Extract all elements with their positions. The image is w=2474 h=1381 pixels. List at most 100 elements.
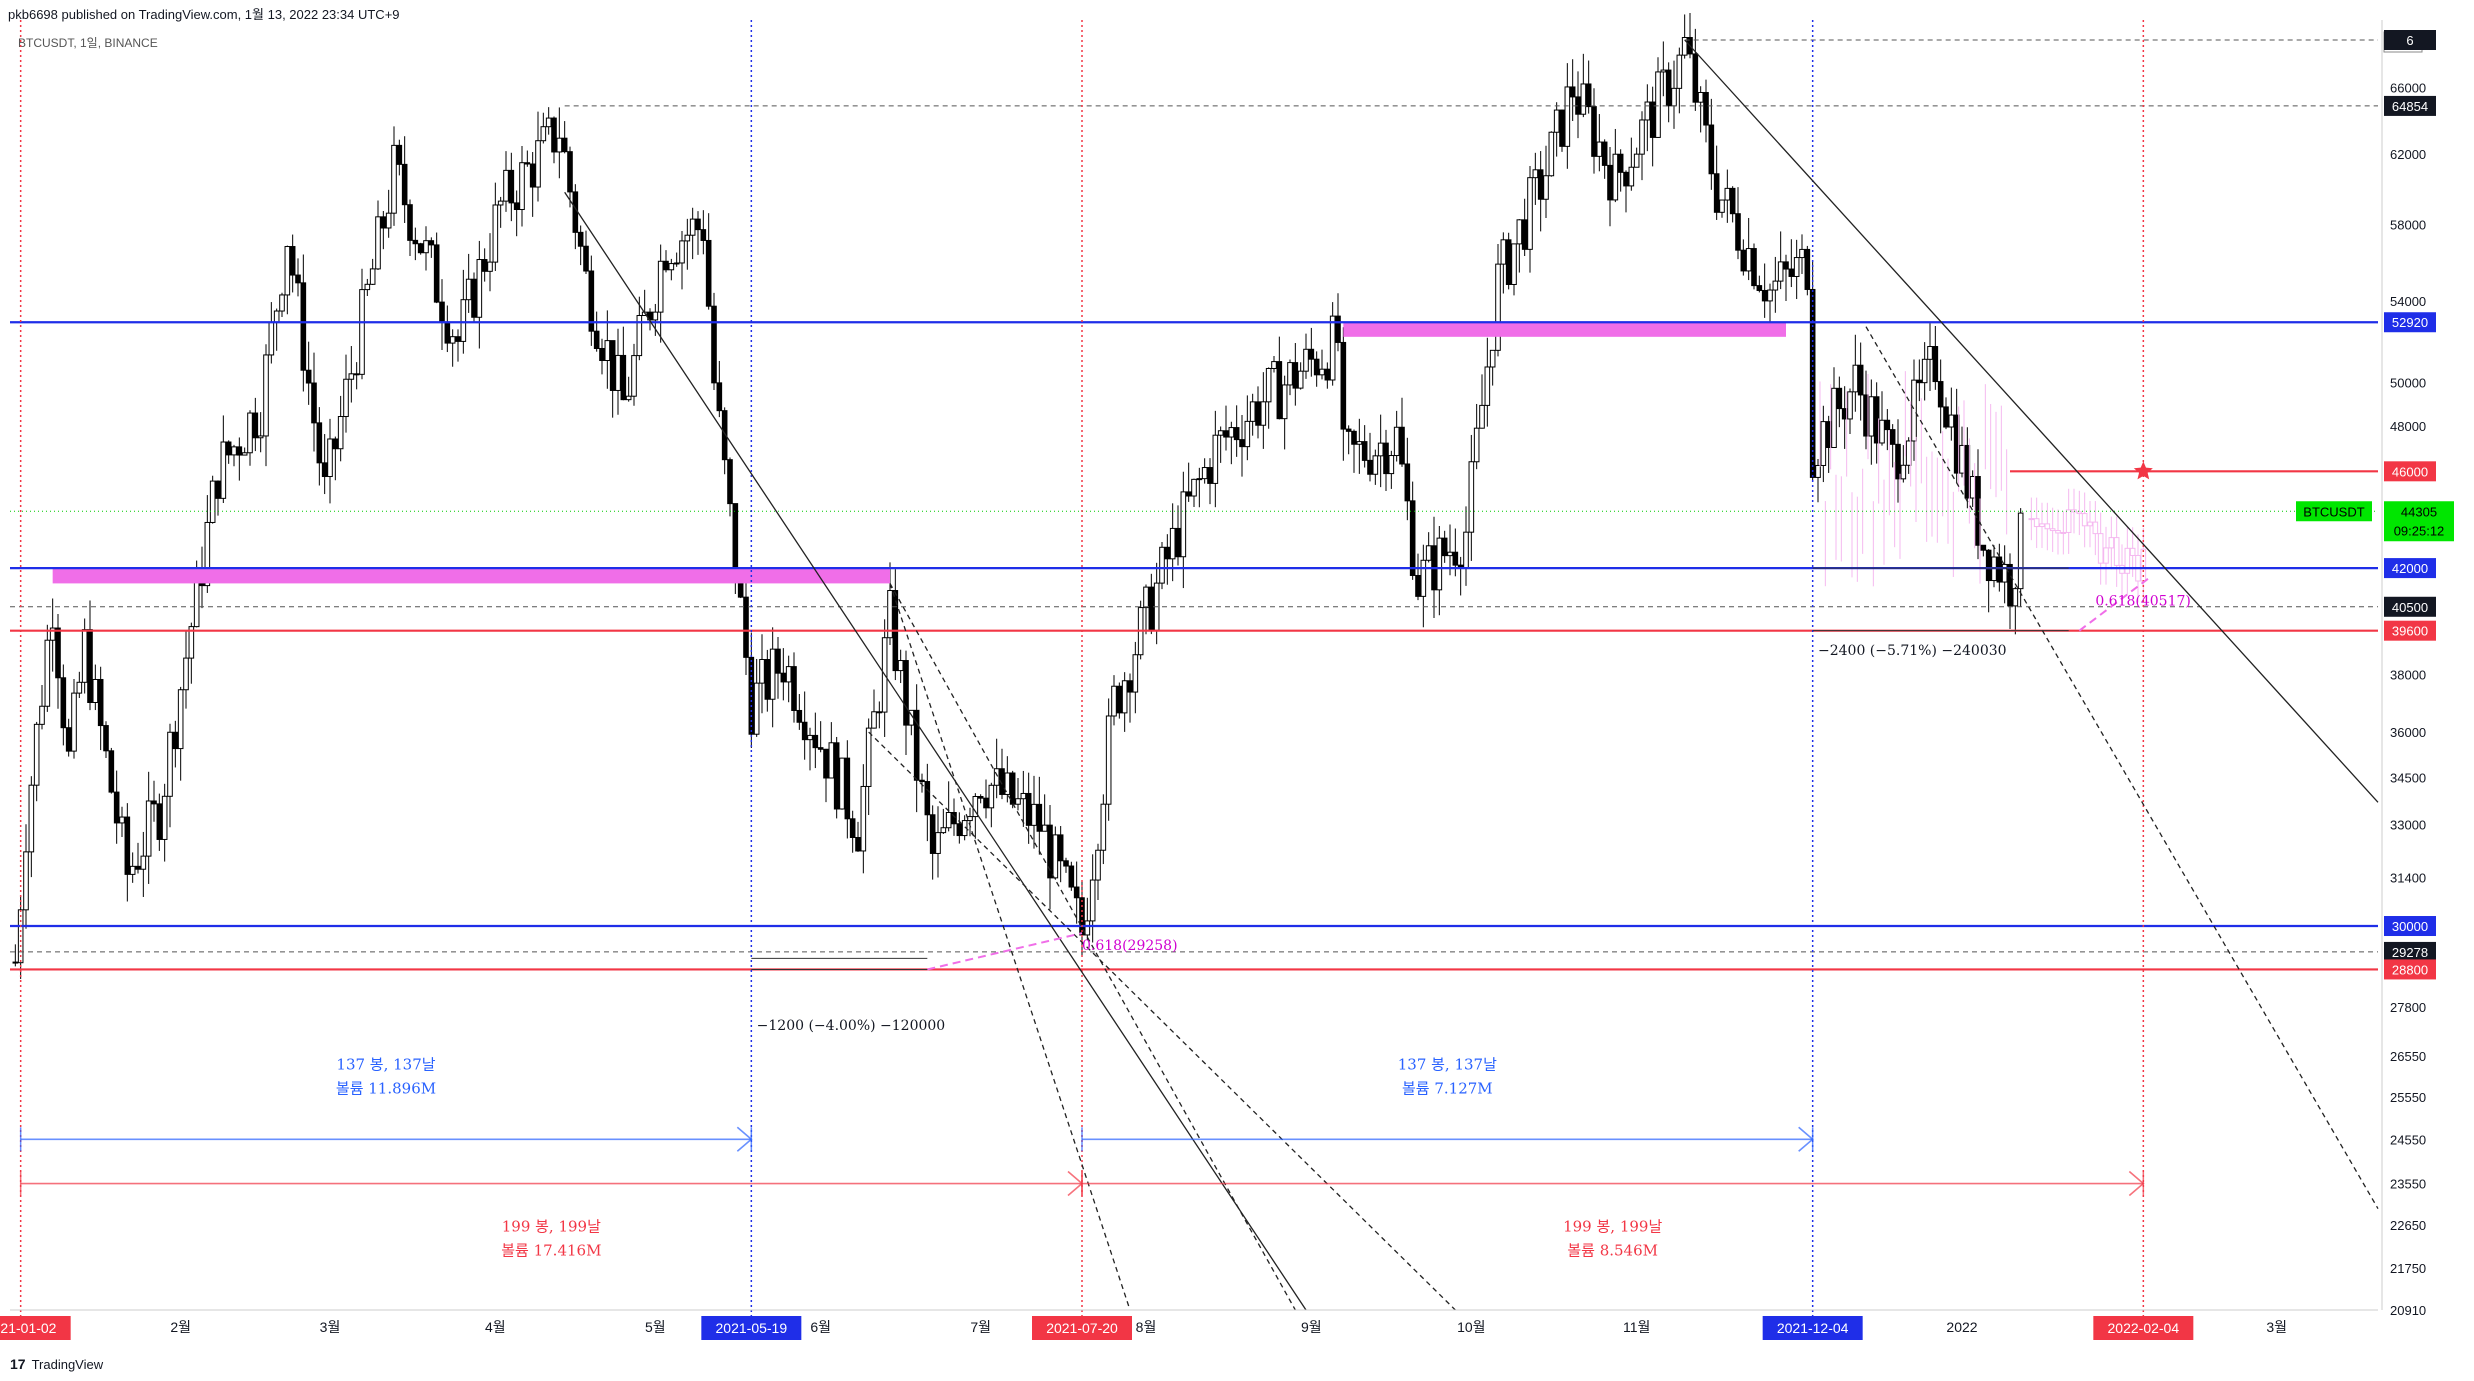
candle [588, 270, 595, 332]
level-price-badge [2384, 312, 2436, 333]
candle [263, 354, 269, 437]
candle [487, 261, 493, 272]
candle [1409, 500, 1416, 576]
candle [1676, 54, 1683, 89]
candle [1937, 381, 1944, 408]
candle [1335, 315, 1341, 343]
candle [327, 438, 333, 478]
candle [753, 682, 760, 735]
projection-candle [2129, 547, 2136, 556]
date-marker-label: 2021-12-04 [1777, 1320, 1849, 1336]
level-price-badge [2384, 558, 2436, 579]
chart-annotation: 0.618(40517) [2095, 593, 2191, 609]
price-tick-label: 33000 [2390, 818, 2426, 833]
candle [572, 191, 579, 233]
candle [1329, 315, 1336, 381]
date-marker-label: 2021-01-02 [0, 1320, 57, 1336]
candle [1169, 527, 1176, 560]
time-tick-label: 3월 [2266, 1319, 2287, 1335]
candle [135, 865, 141, 870]
candle [876, 711, 883, 714]
candle [1303, 348, 1309, 372]
candle [1911, 379, 1917, 442]
date-marker-label: 2021-05-19 [716, 1320, 788, 1336]
candle [1767, 289, 1773, 302]
candle [1729, 187, 1736, 215]
candle [1132, 654, 1139, 693]
candle [1148, 586, 1155, 631]
candle [1255, 401, 1261, 426]
candle [1671, 87, 1677, 107]
projection-candle [2108, 537, 2115, 549]
candle [652, 311, 659, 321]
trendline [868, 731, 1456, 1311]
candle [23, 851, 29, 911]
candle [764, 658, 771, 700]
candle [305, 369, 312, 384]
candle [1100, 803, 1107, 851]
candle [92, 678, 99, 703]
candle [1239, 439, 1245, 448]
candle [268, 321, 275, 356]
candle [679, 240, 685, 264]
candle [1495, 263, 1501, 351]
candle [343, 378, 349, 418]
candle [1185, 491, 1192, 497]
candle [1569, 86, 1576, 98]
candle [1521, 219, 1528, 250]
candle [705, 239, 712, 307]
date-marker-badge [701, 1316, 802, 1340]
candle [1868, 396, 1875, 437]
price-tick-label: 54000 [2390, 294, 2426, 309]
candle [428, 240, 435, 246]
candle [812, 734, 819, 749]
candle [1665, 69, 1672, 107]
tradingview-footer[interactable]: 17 TradingView [10, 1356, 103, 1372]
candle [1644, 101, 1651, 121]
candle [887, 590, 893, 639]
candle [1164, 546, 1171, 560]
candle [977, 795, 984, 799]
level-price-badge-label: 29278 [2392, 945, 2428, 960]
candle [401, 163, 408, 206]
candle [145, 800, 152, 857]
candle [1271, 361, 1277, 369]
candle [1639, 119, 1645, 155]
level-price-badge-label: 28800 [2392, 962, 2428, 977]
candle [1516, 219, 1523, 245]
candle [1900, 464, 1907, 480]
candle [684, 234, 691, 242]
candle [1617, 153, 1624, 173]
candle [433, 244, 440, 303]
candle [695, 218, 701, 231]
candle [1740, 249, 1747, 272]
candle [2001, 563, 2008, 583]
candle [1591, 106, 1597, 157]
candle [471, 278, 477, 318]
candle [113, 791, 120, 824]
symbol-price-badge [2296, 501, 2372, 522]
price-tick-label: 25550 [2390, 1090, 2426, 1105]
candle [919, 779, 925, 783]
candle [1943, 406, 1949, 428]
date-marker-label: 2021-07-20 [1046, 1320, 1118, 1336]
support-zone [52, 568, 890, 584]
candle [364, 283, 371, 291]
range-measure-bars-label: 137 봉, 137날 [336, 1055, 435, 1073]
candle [1031, 803, 1037, 826]
projection-candle [2065, 509, 2072, 533]
candle [273, 310, 280, 323]
candle [412, 239, 419, 245]
trendline [889, 583, 1131, 1311]
level-price-badge [2384, 596, 2436, 617]
candle [625, 395, 632, 401]
date-marker-label: 2022-02-04 [2108, 1320, 2180, 1336]
current-price-badge [2384, 501, 2454, 542]
candle [476, 259, 483, 318]
candle [1127, 680, 1133, 693]
candle [97, 678, 104, 727]
level-price-badge-label: 39600 [2392, 624, 2428, 639]
candle [508, 169, 515, 204]
trendline [927, 932, 1083, 971]
